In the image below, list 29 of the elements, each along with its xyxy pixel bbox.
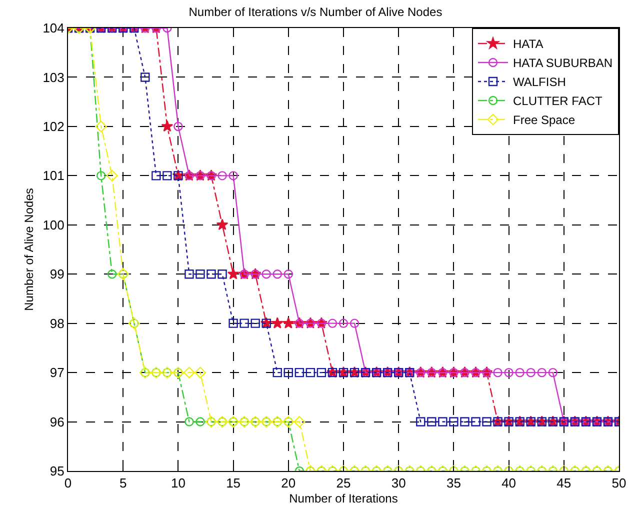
- y-axis-title: Number of Alive Nodes: [22, 188, 36, 311]
- legend-label: HATA SUBURBAN: [513, 56, 613, 70]
- y-tick-label: 102: [42, 118, 64, 134]
- legend-label: WALFISH: [513, 75, 566, 90]
- x-tick-label: 35: [446, 476, 461, 491]
- x-tick-label: 30: [391, 476, 406, 491]
- legend-label: Free Space: [513, 113, 576, 128]
- x-tick-label: 25: [336, 476, 351, 491]
- y-tick-label: 101: [42, 168, 64, 184]
- x-tick-label: 40: [502, 476, 516, 491]
- y-tick-label: 95: [50, 464, 64, 479]
- y-tick-label: 99: [50, 266, 64, 282]
- x-tick-label: 15: [226, 476, 241, 491]
- y-tick-label: 103: [42, 70, 64, 85]
- legend-label: CLUTTER FACT: [513, 94, 604, 108]
- x-tick-label: 50: [612, 476, 626, 491]
- legend-label: HATA: [513, 37, 544, 52]
- y-tick-label: 98: [50, 316, 64, 331]
- x-tick-label: 5: [119, 476, 127, 491]
- y-tick-label: 96: [50, 414, 64, 430]
- x-tick-label: 0: [64, 476, 72, 491]
- x-tick-label: 20: [281, 476, 296, 491]
- y-tick-label: 100: [42, 217, 64, 232]
- y-tick-label: 104: [42, 20, 64, 36]
- chart-title: Number of Iterations v/s Number of Alive Nodes: [188, 5, 442, 20]
- x-axis-title: Number of Iterations: [289, 492, 398, 506]
- x-tick-label: 10: [170, 476, 186, 491]
- y-tick-label: 97: [50, 365, 64, 380]
- x-tick-label: 45: [556, 476, 572, 491]
